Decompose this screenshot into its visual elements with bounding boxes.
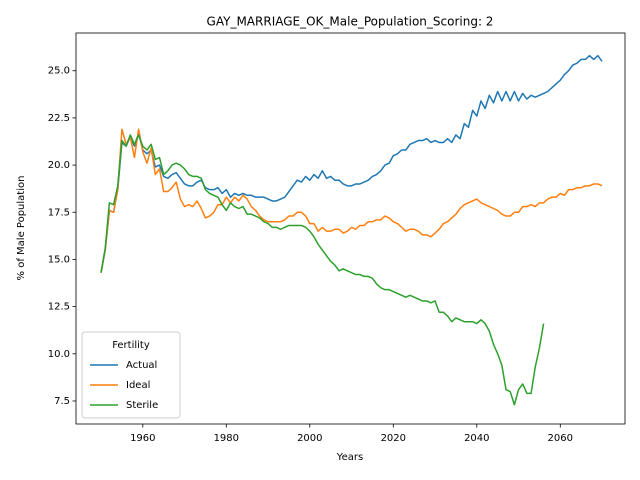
legend-label: Actual	[126, 360, 157, 371]
x-axis-label: Years	[336, 452, 363, 463]
y-tick-label: 17.5	[48, 207, 70, 218]
y-tick-label: 25.0	[48, 66, 70, 77]
x-tick-label: 2020	[381, 433, 406, 444]
y-tick-label: 10.0	[48, 349, 70, 360]
y-axis-label: % of Male Population	[16, 176, 27, 281]
y-tick-label: 20.0	[48, 160, 70, 171]
plot-frame	[75, 32, 626, 425]
x-tick-label: 2040	[464, 433, 489, 444]
data-line	[100, 54, 603, 273]
x-tick-label: 1980	[214, 433, 239, 444]
y-tick-label: 22.5	[48, 113, 70, 124]
x-tick-label: 2060	[548, 433, 573, 444]
legend-label: Ideal	[126, 380, 150, 391]
legend-title: Fertility	[112, 340, 150, 351]
x-tick-label: 1960	[130, 433, 155, 444]
data-line	[100, 128, 603, 273]
y-tick-label: 15.0	[48, 254, 70, 265]
legend-label: Sterile	[126, 400, 158, 411]
x-tick-label: 2000	[297, 433, 322, 444]
y-tick-label: 7.5	[54, 396, 70, 407]
data-line	[100, 134, 545, 406]
chart-title: GAY_MARRIAGE_OK_Male_Population_Scoring:…	[207, 15, 494, 29]
legend-box	[81, 331, 181, 419]
y-tick-label: 12.5	[48, 302, 70, 313]
